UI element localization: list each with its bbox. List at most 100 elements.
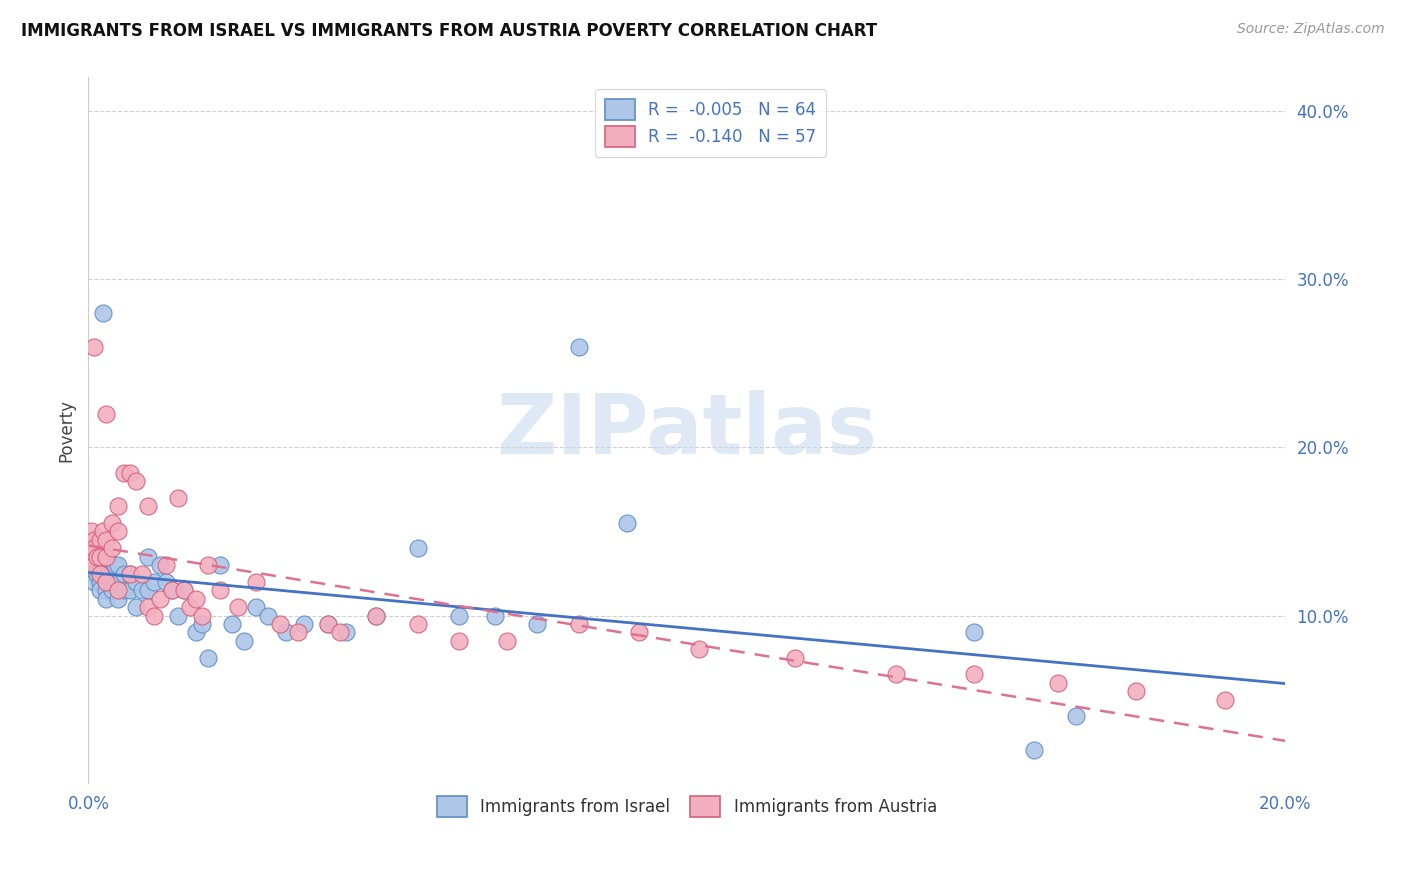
Point — [449, 633, 471, 648]
Point — [568, 339, 591, 353]
Point — [208, 583, 231, 598]
Point — [107, 558, 129, 573]
Point — [107, 500, 129, 514]
Point — [1215, 692, 1237, 706]
Point — [131, 566, 153, 581]
Point — [167, 491, 190, 505]
Point — [120, 583, 142, 598]
Point — [136, 600, 159, 615]
Point — [406, 541, 429, 556]
Point — [101, 516, 124, 530]
Point — [96, 583, 118, 598]
Point — [329, 625, 352, 640]
Point — [112, 466, 135, 480]
Point — [83, 339, 105, 353]
Point — [1064, 709, 1087, 723]
Point — [107, 583, 129, 598]
Point — [89, 574, 111, 589]
Point — [245, 600, 267, 615]
Point — [167, 608, 190, 623]
Point — [112, 566, 135, 581]
Point — [269, 617, 291, 632]
Point — [96, 558, 118, 573]
Point — [149, 591, 172, 606]
Point — [688, 642, 710, 657]
Point — [173, 583, 195, 598]
Point — [783, 650, 806, 665]
Point — [568, 617, 591, 632]
Point — [91, 524, 114, 539]
Point — [120, 566, 142, 581]
Point — [191, 608, 214, 623]
Point — [316, 617, 339, 632]
Point — [83, 541, 105, 556]
Point — [86, 549, 108, 564]
Text: Source: ZipAtlas.com: Source: ZipAtlas.com — [1237, 22, 1385, 37]
Point — [89, 566, 111, 581]
Point — [616, 516, 638, 530]
Y-axis label: Poverty: Poverty — [58, 399, 75, 462]
Point — [89, 583, 111, 598]
Point — [101, 566, 124, 581]
Point — [83, 549, 105, 564]
Point — [143, 574, 166, 589]
Point — [406, 617, 429, 632]
Point — [221, 617, 243, 632]
Point — [83, 566, 105, 581]
Point — [160, 583, 183, 598]
Point — [80, 524, 103, 539]
Point — [449, 608, 471, 623]
Point — [83, 533, 105, 547]
Point — [120, 466, 142, 480]
Point — [173, 583, 195, 598]
Legend: Immigrants from Israel, Immigrants from Austria: Immigrants from Israel, Immigrants from … — [429, 788, 945, 825]
Point — [1125, 684, 1147, 698]
Point — [101, 541, 124, 556]
Point — [96, 574, 118, 589]
Point — [197, 650, 219, 665]
Point — [80, 558, 103, 573]
Point — [107, 574, 129, 589]
Point — [96, 407, 118, 421]
Point — [120, 566, 142, 581]
Point — [364, 608, 387, 623]
Point — [107, 591, 129, 606]
Point — [245, 574, 267, 589]
Point — [179, 600, 201, 615]
Point — [143, 608, 166, 623]
Text: IMMIGRANTS FROM ISRAEL VS IMMIGRANTS FROM AUSTRIA POVERTY CORRELATION CHART: IMMIGRANTS FROM ISRAEL VS IMMIGRANTS FRO… — [21, 22, 877, 40]
Point — [149, 558, 172, 573]
Point — [335, 625, 357, 640]
Point — [364, 608, 387, 623]
Point — [226, 600, 249, 615]
Point — [86, 566, 108, 581]
Point — [155, 574, 177, 589]
Point — [208, 558, 231, 573]
Text: ZIPatlas: ZIPatlas — [496, 390, 877, 471]
Point — [963, 667, 986, 681]
Point — [316, 617, 339, 632]
Point — [89, 558, 111, 573]
Point — [104, 558, 127, 573]
Point — [83, 541, 105, 556]
Point — [197, 558, 219, 573]
Point — [627, 625, 650, 640]
Point — [963, 625, 986, 640]
Point — [136, 500, 159, 514]
Point — [83, 558, 105, 573]
Point — [98, 566, 121, 581]
Point — [89, 533, 111, 547]
Point — [233, 633, 256, 648]
Point — [96, 566, 118, 581]
Point — [496, 633, 519, 648]
Point — [86, 549, 108, 564]
Point — [257, 608, 280, 623]
Point — [1022, 743, 1045, 757]
Point — [80, 549, 103, 564]
Point — [274, 625, 297, 640]
Point — [96, 574, 118, 589]
Point — [91, 566, 114, 581]
Point — [83, 558, 105, 573]
Point — [125, 574, 148, 589]
Point — [160, 583, 183, 598]
